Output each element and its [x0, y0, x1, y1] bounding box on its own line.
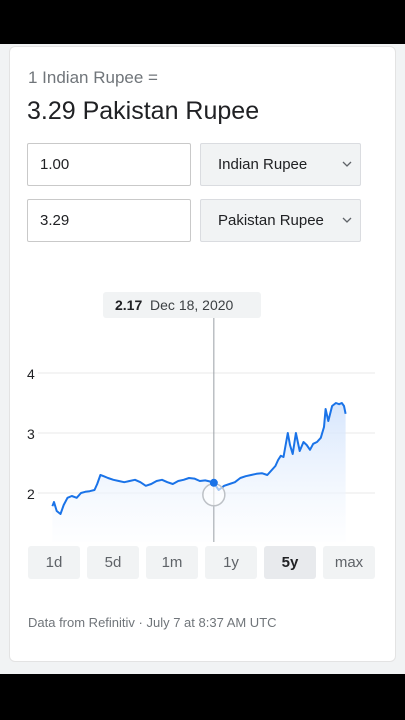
chevron-down-icon [342, 161, 352, 167]
chevron-down-icon [342, 217, 352, 223]
y-tick-label-3: 3 [27, 426, 35, 442]
conversion-subtitle: 1 Indian Rupee = [28, 68, 158, 87]
hover-point [209, 478, 218, 487]
from-currency-label: Indian Rupee [218, 156, 308, 173]
to-amount-input[interactable]: 3.29 [27, 199, 191, 242]
hover-touch-ring [202, 483, 226, 507]
range-tab-1y[interactable]: 1y [205, 546, 257, 579]
time-range-tabs: 1d 5d 1m 1y 5y max [28, 546, 378, 580]
tooltip-date: Dec 18, 2020 [150, 297, 234, 313]
converter-card: 1 Indian Rupee = 3.29 Pakistan Rupee 1.0… [9, 46, 396, 662]
conversion-result: 3.29 Pakistan Rupee [27, 97, 260, 125]
screen: 1 Indian Rupee = 3.29 Pakistan Rupee 1.0… [0, 44, 405, 674]
to-currency-label: Pakistan Rupee [218, 212, 324, 229]
to-currency-select[interactable]: Pakistan Rupee [200, 199, 361, 242]
tooltip-value: 2.17 [115, 297, 143, 313]
y-tick-label-2: 2 [27, 486, 35, 502]
series-area-fill [52, 403, 346, 542]
from-currency-select[interactable]: Indian Rupee [200, 143, 361, 186]
from-amount-input[interactable]: 1.00 [27, 143, 191, 186]
range-tab-max[interactable]: max [323, 546, 375, 579]
range-tab-5d[interactable]: 5d [87, 546, 139, 579]
range-tab-1d[interactable]: 1d [28, 546, 80, 579]
y-tick-label-4: 4 [27, 366, 35, 382]
chart-tooltip: 2.17 Dec 18, 2020 [103, 292, 261, 318]
range-tab-5y[interactable]: 5y [264, 546, 316, 579]
data-source-note: Data from Refinitiv · July 7 at 8:37 AM … [28, 615, 277, 630]
exchange-rate-chart[interactable]: 1234201820192020202120222023 [10, 287, 397, 542]
range-tab-1m[interactable]: 1m [146, 546, 198, 579]
